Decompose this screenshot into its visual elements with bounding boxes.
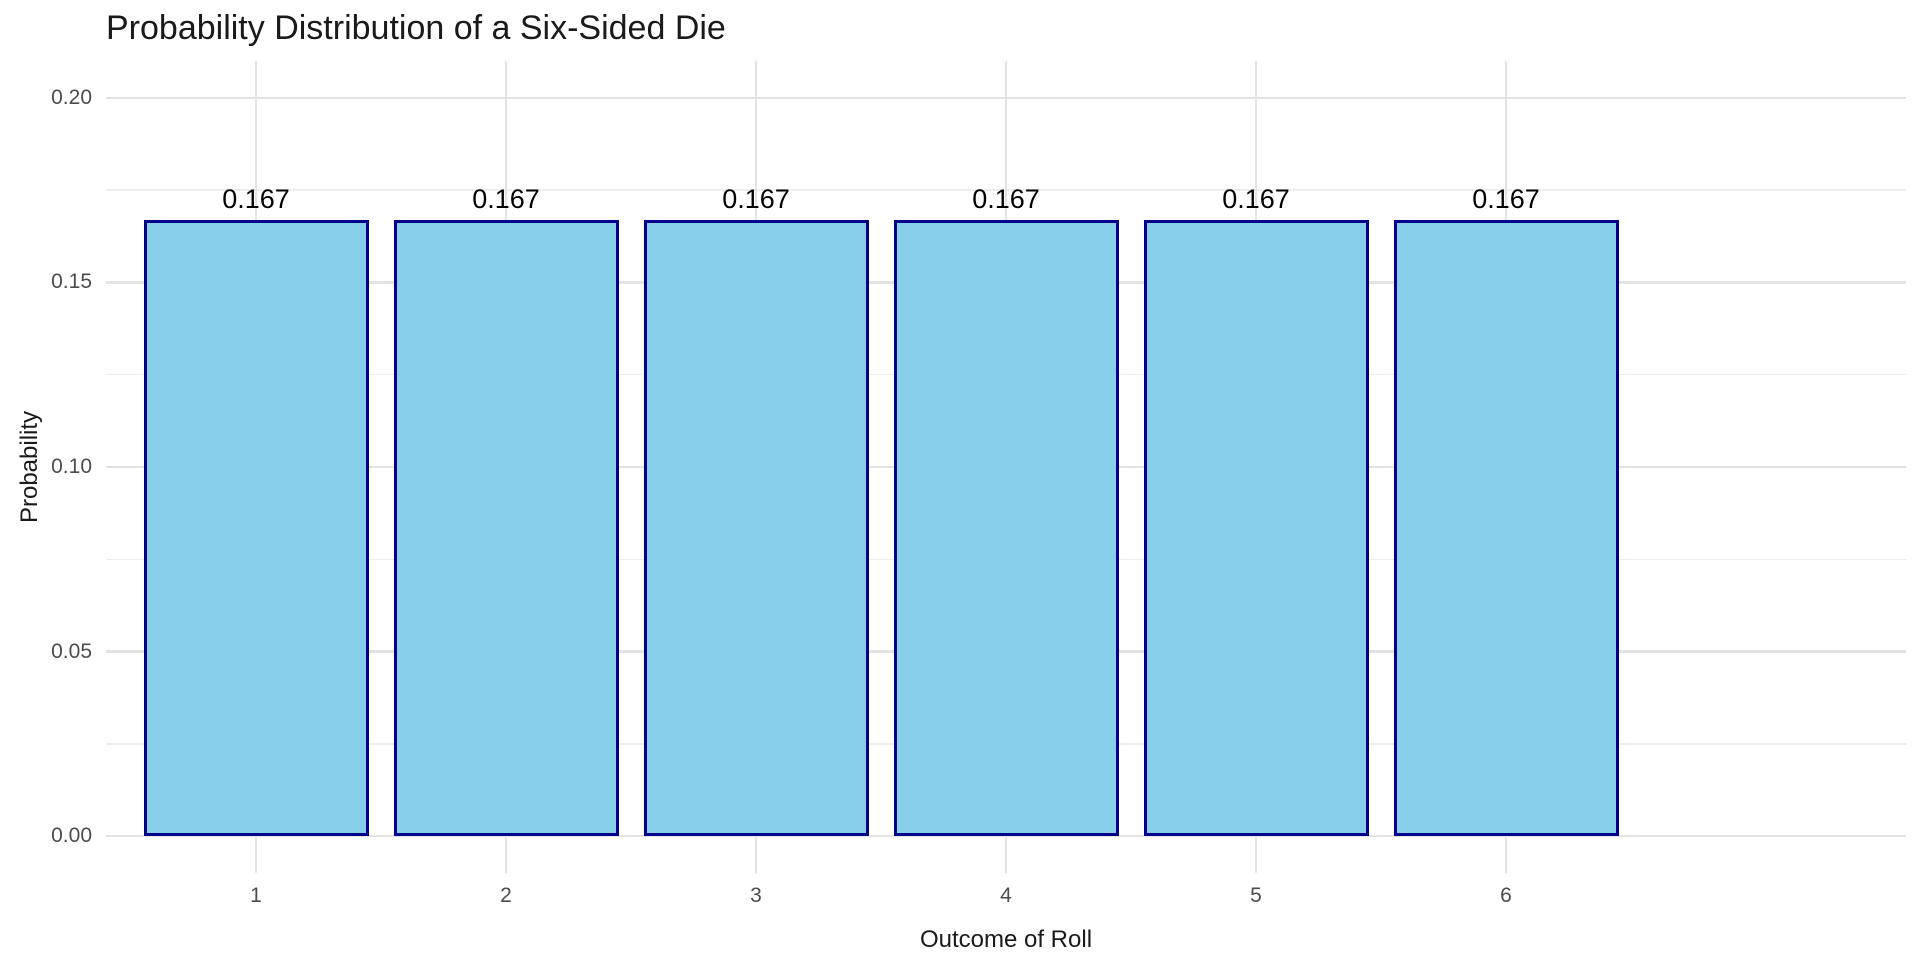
x-tick-label: 2 [500,884,512,907]
x-tick-label: 1 [250,884,262,907]
bar [643,219,869,837]
x-tick-label: 4 [1000,884,1012,907]
y-tick-label: 0.15 [51,270,92,294]
bar-value-label: 0.167 [222,183,290,214]
y-tick-label: 0.10 [51,455,92,478]
x-tick-label: 6 [1500,884,1512,907]
bar [393,219,619,837]
bar-value-label: 0.167 [472,183,540,214]
y-tick-label: 0.20 [51,85,92,109]
bar [1393,219,1619,837]
bar-value-label: 0.167 [972,183,1040,214]
plot-panel: 0.167 0.167 0.167 0.167 0.167 0.167 [106,61,1906,873]
chart-title: Probability Distribution of a Six-Sided … [106,9,726,47]
y-tick-label: 0.05 [51,639,92,663]
y-tick-label: 0.00 [51,824,92,848]
x-tick-label: 3 [750,884,762,907]
x-tick-label: 5 [1250,884,1262,907]
bar-value-label: 0.167 [1472,183,1540,214]
bar-value-label: 0.167 [1222,183,1290,214]
bar [893,219,1119,837]
bar [143,219,369,837]
bar-value-label: 0.167 [722,183,790,214]
bar [1143,219,1369,837]
x-axis-title: Outcome of Roll [919,926,1093,953]
